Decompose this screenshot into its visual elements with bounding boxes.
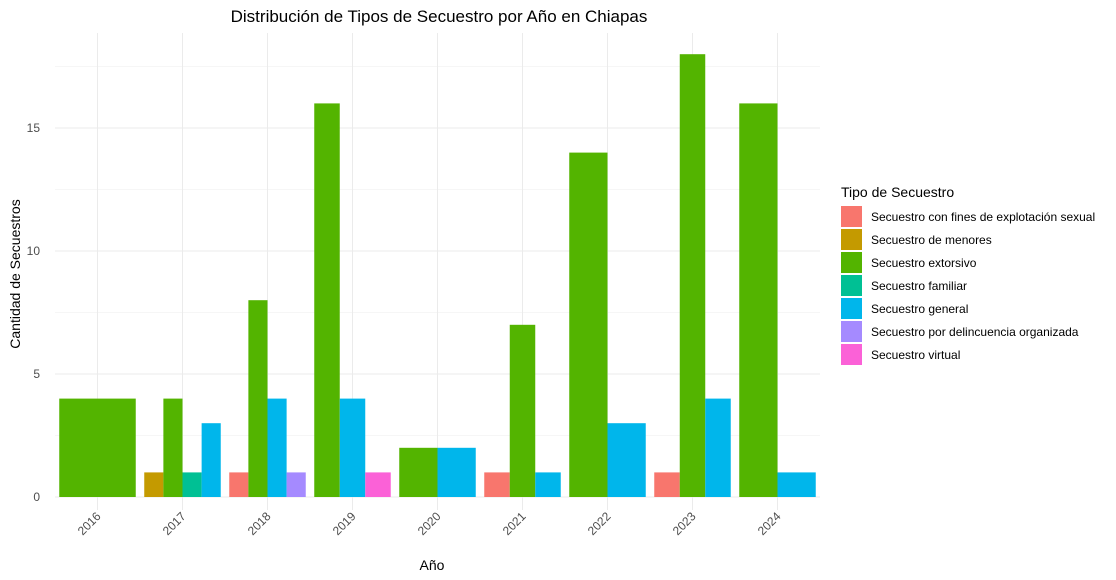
legend-swatch [841,229,862,250]
x-axis-title: Año [420,557,445,573]
legend-label: Secuestro general [871,302,968,316]
x-tick-label: 2021 [500,509,529,538]
bar [182,472,202,497]
y-tick-label: 0 [33,490,40,504]
bar [339,398,366,497]
legend: Tipo de Secuestro Secuestro con fines de… [841,184,1095,365]
legend-label: Secuestro familiar [871,279,967,293]
bars [59,54,816,498]
bar [484,472,510,497]
bar [607,423,646,497]
legend-swatch [841,275,862,296]
legend-label: Secuestro con fines de explotación sexua… [871,210,1095,224]
legend-title: Tipo de Secuestro [841,184,954,200]
legend-label: Secuestro virtual [871,348,960,362]
bar [286,472,306,497]
legend-swatch [841,321,862,342]
y-tick-label: 10 [27,244,41,258]
legend-label: Secuestro por delincuencia organizada [871,325,1079,339]
chart-title: Distribución de Tipos de Secuestro por A… [231,7,648,26]
y-tick-label: 5 [33,367,40,381]
x-axis-ticks: 2016 2017 2018 2019 2020 2021 2022 2023 2024 [75,509,784,538]
legend-swatch [841,206,862,227]
y-tick-label: 15 [27,121,41,135]
bar [509,324,536,497]
bar [365,472,391,497]
legend-swatch [841,252,862,273]
bar [163,398,183,497]
x-tick-label: 2022 [585,509,614,538]
legend-swatch [841,298,862,319]
bar [437,447,476,497]
y-axis-ticks: 0 5 10 15 [27,121,41,504]
bar [267,398,287,497]
bar [59,398,136,497]
x-tick-label: 2024 [755,509,784,538]
y-axis-title: Cantidad de Secuestros [7,199,23,348]
x-tick-label: 2019 [330,509,359,538]
legend-label: Secuestro extorsivo [871,256,977,270]
x-tick-label: 2017 [160,509,189,538]
bar [535,472,561,497]
bar [248,300,268,497]
bar [705,398,731,497]
bar [399,447,438,497]
bar [229,472,249,497]
x-tick-label: 2016 [75,509,104,538]
bar [569,152,608,497]
legend-items: Secuestro con fines de explotación sexua… [841,206,1095,365]
x-tick-label: 2018 [245,509,274,538]
x-tick-label: 2020 [415,509,444,538]
bar [654,472,680,497]
bar [777,472,816,497]
legend-swatch [841,344,862,365]
bar [739,103,778,498]
x-tick-label: 2023 [670,509,699,538]
bar [314,103,340,498]
bar [679,54,706,497]
legend-label: Secuestro de menores [871,233,992,247]
bar [144,472,164,497]
bar [201,423,221,497]
